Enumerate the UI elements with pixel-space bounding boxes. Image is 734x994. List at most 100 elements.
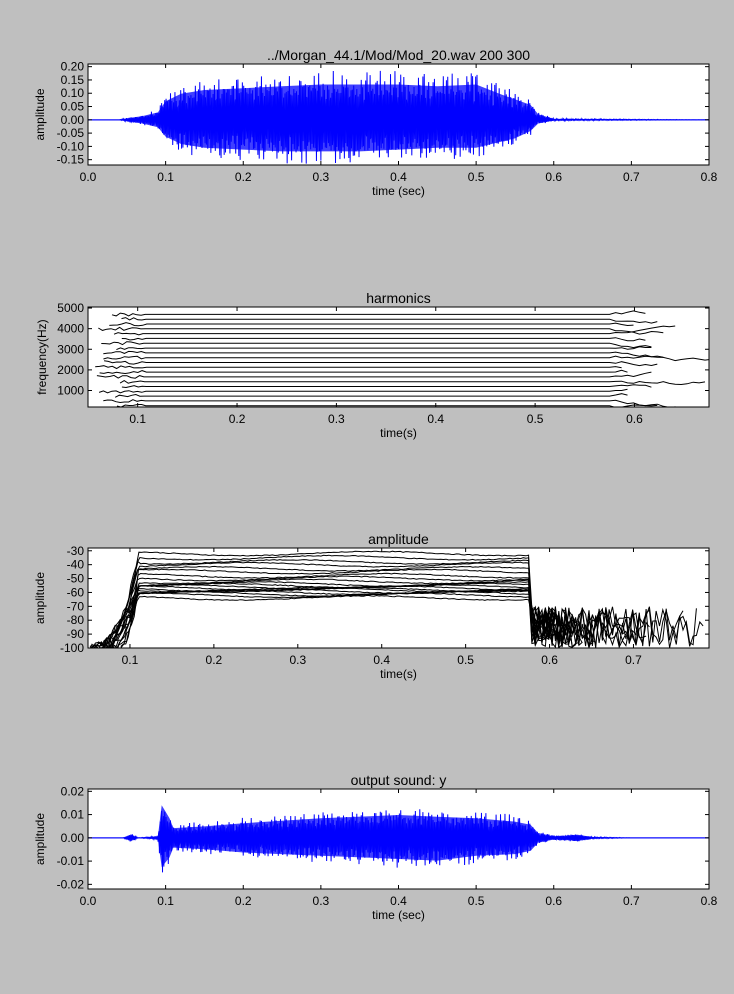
y-tick-label: -40 (67, 558, 85, 572)
y-tick-label: 0.20 (61, 60, 85, 74)
y-tick-label: 0.00 (61, 831, 85, 845)
y-tick-label: -30 (67, 544, 85, 558)
y-tick-label: 5000 (57, 301, 84, 315)
x-tick-label: 0.5 (457, 653, 474, 667)
chart-title: output sound: y (351, 772, 447, 788)
x-tick-label: 0.5 (468, 170, 485, 184)
y-tick-label: 0.00 (61, 113, 85, 127)
x-tick-label: 0.3 (289, 653, 306, 667)
x-tick-label: 0.1 (129, 412, 146, 426)
x-tick-label: 0.6 (545, 170, 562, 184)
x-axis-label: time(s) (380, 426, 417, 440)
amplitude-track-7 (114, 572, 573, 648)
amplitude-track-20 (120, 594, 556, 648)
harmonic-track-3 (114, 393, 628, 398)
y-tick-label: -0.02 (57, 877, 85, 891)
harmonic-track-4 (98, 388, 628, 394)
x-tick-label: 0.7 (623, 894, 640, 908)
y-tick-label: 0.10 (61, 86, 85, 100)
chart-title: harmonics (366, 290, 431, 306)
x-tick-label: 0.1 (157, 894, 174, 908)
waveform-fill (88, 84, 709, 152)
amplitude-track-16 (118, 588, 627, 648)
y-tick-label: 3000 (57, 342, 84, 356)
y-axis-label: amplitude (33, 813, 47, 865)
harmonic-track-2 (103, 399, 679, 407)
amplitude-track-9 (92, 578, 697, 648)
amplitude-track-13 (103, 585, 563, 648)
amplitude-track-19 (103, 592, 556, 648)
y-tick-label: -0.10 (57, 139, 85, 153)
y-tick-label: -50 (67, 572, 85, 586)
x-tick-label: 0.6 (545, 894, 562, 908)
x-tick-label: 0.8 (701, 894, 718, 908)
x-tick-label: 0.7 (625, 653, 642, 667)
x-tick-label: 0.3 (313, 894, 330, 908)
y-axis-label: amplitude (33, 88, 47, 140)
x-tick-label: 0.6 (541, 653, 558, 667)
y-axis-label: amplitude (33, 572, 47, 624)
amplitude-track-5 (103, 565, 566, 648)
x-axis-label: time (sec) (372, 184, 425, 198)
harmonic-track-14 (101, 341, 652, 349)
chart-panel-amplitudes: 0.1 0.2 0.3 0.4 0.5 0.6 0.7-30-40-50-60-70-80-… (33, 531, 710, 681)
amplitude-track-8 (90, 575, 566, 648)
x-tick-label: 0.8 (701, 170, 718, 184)
x-tick-label: 0.4 (427, 412, 444, 426)
y-tick-label: 0.15 (61, 73, 85, 87)
y-tick-label: 2000 (57, 363, 84, 377)
y-tick-label: -90 (67, 627, 85, 641)
series-group (88, 805, 709, 873)
x-tick-label: 0.4 (390, 170, 407, 184)
y-tick-label: 1000 (57, 384, 84, 398)
harmonic-track-20 (111, 310, 646, 317)
harmonic-track-5 (121, 384, 652, 389)
harmonic-track-11 (103, 355, 664, 360)
y-tick-label: 0.01 (61, 808, 85, 822)
series-group (95, 310, 709, 407)
series-group (89, 550, 704, 648)
chart-panel-output: 0.0 0.1 0.2 0.3 0.4 0.5 0.6 0.7 0.8 0.02 0.01 0.00 -… (33, 772, 718, 922)
y-tick-label: -0.05 (57, 126, 85, 140)
y-tick-label: -60 (67, 585, 85, 599)
amplitude-track-1 (101, 550, 583, 648)
x-tick-label: 0.6 (626, 412, 643, 426)
x-tick-label: 0.3 (328, 412, 345, 426)
chart-panel-harmonics: 0.1 0.2 0.3 0.4 0.5 0.6 5000 4000 3000 2000 1000 ha… (35, 290, 710, 440)
harmonic-track-13 (116, 346, 652, 351)
x-tick-label: 0.4 (390, 894, 407, 908)
x-tick-label: 0.0 (80, 170, 97, 184)
y-tick-label: -100 (60, 641, 84, 655)
x-tick-label: 0.1 (122, 653, 139, 667)
x-tick-label: 0.2 (235, 894, 252, 908)
x-tick-label: 0.4 (373, 653, 390, 667)
y-tick-label: 0.02 (61, 784, 85, 798)
harmonic-track-1 (116, 404, 658, 407)
x-axis-label: time(s) (380, 667, 417, 681)
x-tick-label: 0.3 (313, 170, 330, 184)
y-tick-label: -0.01 (57, 854, 85, 868)
chart-title: amplitude (368, 531, 429, 547)
plot-frame (87, 306, 710, 408)
series-group (88, 70, 709, 164)
harmonic-track-10 (104, 360, 658, 367)
plot-frame (87, 547, 710, 649)
harmonic-track-12 (103, 350, 709, 362)
harmonic-track-16 (113, 325, 676, 336)
x-tick-label: 0.5 (468, 894, 485, 908)
harmonic-track-8 (99, 369, 628, 375)
x-tick-label: 0.2 (235, 170, 252, 184)
amplitude-track-2 (102, 554, 637, 648)
x-tick-label: 0.7 (623, 170, 640, 184)
chart-panel-input: 0.0 0.1 0.2 0.3 0.4 0.5 0.6 0.7 0.8 0.200.150.10 0… (33, 47, 718, 198)
harmonic-track-6 (119, 380, 706, 386)
x-axis-label: time (sec) (372, 908, 425, 922)
harmonic-track-18 (109, 322, 634, 327)
harmonic-track-15 (121, 337, 646, 342)
x-tick-label: 0.2 (206, 653, 223, 667)
plot-area (88, 307, 709, 407)
y-tick-label: -0.15 (57, 153, 85, 167)
y-tick-label: -70 (67, 599, 85, 613)
x-tick-label: 0.1 (157, 170, 174, 184)
